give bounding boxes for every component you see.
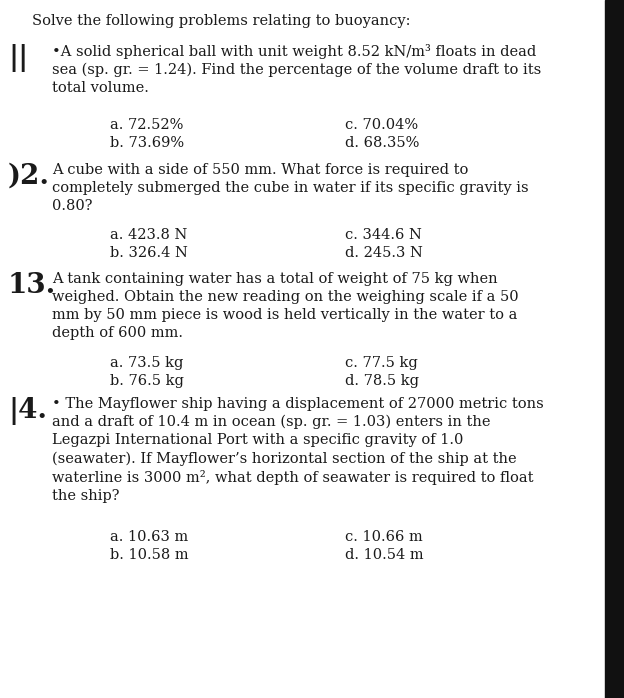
Text: d. 245.3 N: d. 245.3 N [345, 246, 423, 260]
Text: a. 73.5 kg: a. 73.5 kg [110, 356, 183, 370]
Text: c. 77.5 kg: c. 77.5 kg [345, 356, 417, 370]
Bar [605, 0, 624, 698]
Text: |4.: |4. [8, 397, 47, 425]
Text: b. 326.4 N: b. 326.4 N [110, 246, 188, 260]
Text: b. 73.69%: b. 73.69% [110, 136, 184, 150]
Text: b. 10.58 m: b. 10.58 m [110, 548, 188, 562]
Text: • The Mayflower ship having a displacement of 27000 metric tons
and a draft of 1: • The Mayflower ship having a displaceme… [52, 397, 544, 503]
Text: ||: || [8, 44, 28, 72]
Text: •A solid spherical ball with unit weight 8.52 kN/m³ floats in dead
sea (sp. gr. : •A solid spherical ball with unit weight… [52, 44, 541, 95]
Text: )2.: )2. [8, 163, 50, 190]
Text: c. 10.66 m: c. 10.66 m [345, 530, 422, 544]
Text: A cube with a side of 550 mm. What force is required to
completely submerged the: A cube with a side of 550 mm. What force… [52, 163, 529, 213]
Text: c. 70.04%: c. 70.04% [345, 118, 418, 132]
Text: d. 78.5 kg: d. 78.5 kg [345, 374, 419, 388]
Text: a. 10.63 m: a. 10.63 m [110, 530, 188, 544]
Text: a. 423.8 N: a. 423.8 N [110, 228, 187, 242]
Text: d. 68.35%: d. 68.35% [345, 136, 419, 150]
Text: b. 76.5 kg: b. 76.5 kg [110, 374, 184, 388]
Text: d. 10.54 m: d. 10.54 m [345, 548, 424, 562]
Text: 13.: 13. [8, 272, 56, 299]
Text: A tank containing water has a total of weight of 75 kg when
weighed. Obtain the : A tank containing water has a total of w… [52, 272, 519, 339]
Text: c. 344.6 N: c. 344.6 N [345, 228, 422, 242]
Text: Solve the following problems relating to buoyancy:: Solve the following problems relating to… [32, 14, 411, 28]
Text: a. 72.52%: a. 72.52% [110, 118, 183, 132]
